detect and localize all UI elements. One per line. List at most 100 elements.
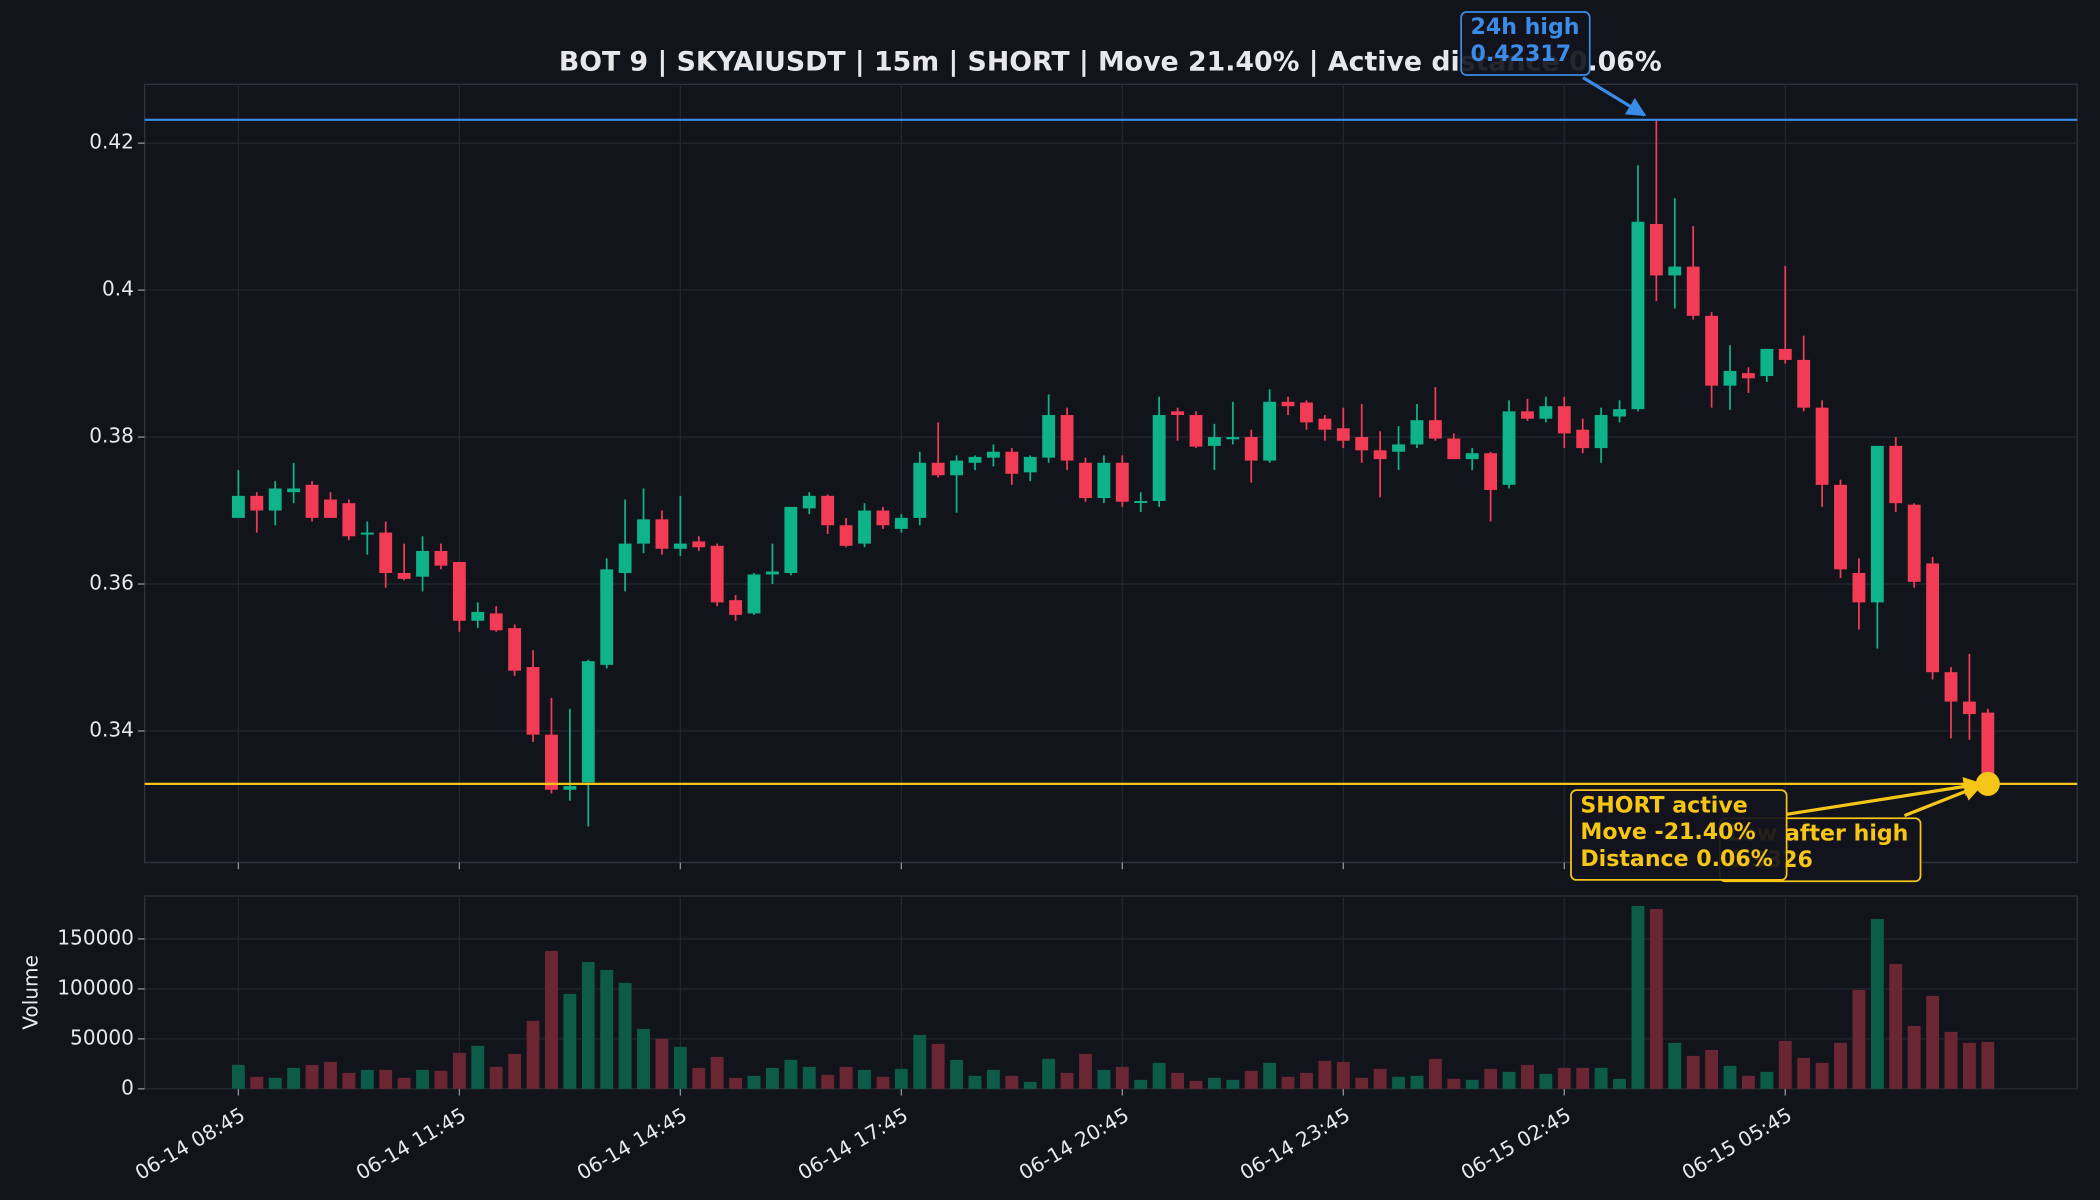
volume-bar: [1207, 1077, 1221, 1089]
volume-bar: [968, 1075, 982, 1089]
annotation-text: 24h high: [1471, 14, 1580, 40]
candle-body: [784, 506, 798, 573]
volume-bar: [1649, 908, 1663, 1089]
volume-bar: [1042, 1058, 1056, 1089]
volume-bar: [581, 961, 595, 1089]
volume-bar: [894, 1068, 908, 1089]
candle-body: [508, 628, 522, 671]
candle-body: [581, 661, 595, 783]
volume-bar: [858, 1069, 871, 1089]
volume-bar: [637, 1028, 650, 1089]
candle-body: [1705, 315, 1719, 386]
candle-body: [839, 525, 853, 546]
volume-bar: [1631, 905, 1645, 1089]
volume-bar: [416, 1069, 429, 1089]
volume-bar: [673, 1046, 687, 1089]
candle-body: [876, 510, 890, 526]
volume-bar: [1373, 1068, 1387, 1089]
volume-bar: [489, 1066, 503, 1089]
volume-bar: [360, 1069, 374, 1089]
annotation-text: SHORT active: [1580, 792, 1747, 818]
candle-body: [1281, 401, 1295, 407]
volume-bar: [1465, 1079, 1479, 1089]
volume-bar: [692, 1067, 706, 1089]
annotation-arrow: [1786, 777, 1984, 816]
volume-bar: [1115, 1066, 1129, 1089]
volume-bar: [1005, 1075, 1019, 1089]
volume-bar: [1079, 1053, 1092, 1089]
candle-body: [1005, 451, 1019, 474]
x-tick-label: 06-14 20:45: [1015, 1103, 1133, 1185]
candle-body: [821, 495, 835, 526]
candle-body: [600, 569, 614, 665]
volume-bar: [784, 1059, 798, 1089]
volume-bar: [1576, 1067, 1590, 1089]
volume-bar: [710, 1056, 724, 1089]
candle-body: [397, 572, 411, 579]
volume-bar: [1134, 1079, 1148, 1089]
candle-body: [1042, 415, 1056, 458]
candle-body: [1171, 411, 1184, 416]
volume-bar: [950, 1059, 964, 1089]
annotation-text: Distance 0.06%: [1580, 846, 1773, 872]
candle-body: [766, 571, 779, 575]
candle-body: [931, 462, 945, 476]
candle-body: [231, 495, 245, 518]
candle-body: [1852, 572, 1866, 603]
candle-body: [342, 503, 356, 537]
volume-bar: [1870, 918, 1884, 1089]
volume-bar: [1428, 1058, 1442, 1089]
candle-body: [1079, 462, 1092, 499]
volume-bar: [1447, 1078, 1461, 1089]
volume-bar: [1281, 1076, 1295, 1089]
volume-bar: [1613, 1078, 1626, 1089]
volume-bar: [1226, 1079, 1240, 1089]
candle-body: [1889, 445, 1903, 504]
candle-body: [1870, 445, 1884, 603]
x-tick-label: 06-14 11:45: [352, 1103, 470, 1185]
volume-bar: [1723, 1065, 1737, 1089]
candle-body: [489, 613, 503, 631]
volume-bar: [1410, 1075, 1424, 1089]
volume-bar: [231, 1064, 245, 1089]
candle-body: [545, 734, 558, 790]
candle-body: [1465, 453, 1479, 460]
volume-bar: [1023, 1081, 1037, 1089]
x-tick-label: 06-14 23:45: [1236, 1103, 1354, 1185]
volume-bar: [1594, 1067, 1608, 1089]
candle-body: [1668, 266, 1682, 276]
volume-bar: [1778, 1040, 1792, 1089]
candle-body: [1521, 411, 1534, 419]
volume-bar: [1889, 963, 1903, 1089]
candle-body: [287, 488, 301, 493]
volume-bar: [876, 1076, 890, 1089]
y-tick-label: 100000: [57, 975, 134, 999]
candle-body: [1226, 437, 1240, 440]
volume-bar: [1244, 1070, 1258, 1089]
volume-bar: [747, 1075, 761, 1089]
candle-body: [1373, 450, 1387, 460]
candle-body: [1097, 462, 1111, 499]
volume-bar: [1502, 1071, 1516, 1089]
volume-bar: [618, 982, 632, 1089]
volume-bar: [839, 1066, 853, 1089]
volume-bar: [1815, 1062, 1829, 1089]
candle-body: [379, 532, 393, 573]
x-tick-label: 06-14 14:45: [573, 1103, 691, 1185]
candle-body: [1576, 429, 1590, 449]
annotation-text: Move -21.40%: [1580, 819, 1755, 845]
volume-bar: [1557, 1067, 1571, 1089]
candle-body: [1023, 456, 1037, 473]
volume-bar: [1981, 1041, 1995, 1089]
annotation-text: 0.42317: [1471, 41, 1572, 67]
candle-body: [1907, 504, 1921, 582]
candle-body: [1981, 712, 1995, 784]
candle-body: [1557, 406, 1571, 434]
annotation-arrow: [1582, 76, 1647, 117]
volume-bar: [1705, 1049, 1719, 1089]
candle-body: [618, 543, 632, 573]
x-tick-label: 06-14 17:45: [794, 1103, 912, 1185]
volume-bar: [545, 950, 558, 1089]
volume-bar: [324, 1061, 337, 1089]
